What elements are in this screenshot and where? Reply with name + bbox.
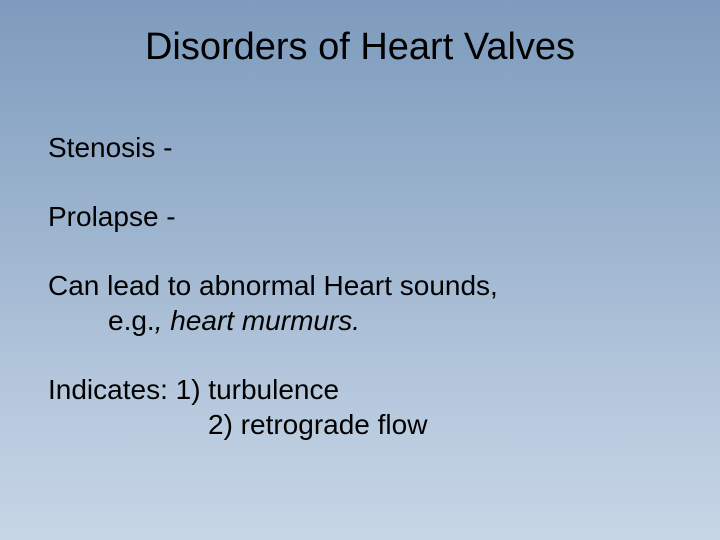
text-eg-prefix: e.g. — [108, 305, 155, 336]
slide-body: Stenosis - Prolapse - Can lead to abnorm… — [48, 130, 672, 442]
slide-title: Disorders of Heart Valves — [0, 26, 720, 69]
text-indicates-line2: 2) retrograde flow — [48, 407, 672, 442]
text-abnormal-sounds-line1: Can lead to abnormal Heart sounds, — [48, 268, 672, 303]
text-indicates-line1: Indicates: 1) turbulence — [48, 372, 672, 407]
text-stenosis: Stenosis - — [48, 130, 672, 165]
text-heart-murmurs: e.g., heart murmurs. — [48, 303, 672, 338]
text-abnormal-sounds: Can lead to abnormal Heart sounds, e.g.,… — [48, 268, 672, 338]
text-indicates: Indicates: 1) turbulence 2) retrograde f… — [48, 372, 672, 442]
text-eg-rest: , heart murmurs. — [155, 305, 360, 336]
text-prolapse: Prolapse - — [48, 199, 672, 234]
slide: Disorders of Heart Valves Stenosis - Pro… — [0, 0, 720, 540]
